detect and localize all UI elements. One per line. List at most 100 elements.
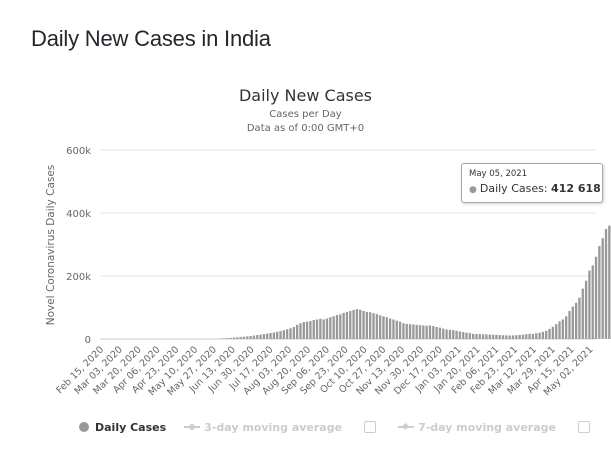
bar-daily-cases[interactable] — [405, 323, 408, 339]
bar-daily-cases[interactable] — [574, 302, 578, 339]
bar-daily-cases[interactable] — [432, 326, 435, 339]
bar-daily-cases[interactable] — [604, 229, 608, 339]
bar-daily-cases[interactable] — [458, 331, 462, 339]
bar-daily-cases[interactable] — [349, 310, 352, 339]
bar-daily-cases[interactable] — [501, 335, 505, 339]
bar-daily-cases[interactable] — [415, 324, 418, 339]
bar-daily-cases[interactable] — [598, 246, 601, 339]
bar-daily-cases[interactable] — [535, 333, 538, 339]
bar-daily-cases[interactable] — [352, 310, 355, 339]
bar-daily-cases[interactable] — [379, 315, 382, 340]
checkbox-3-day-average[interactable] — [364, 421, 377, 433]
bar-daily-cases[interactable] — [408, 324, 412, 339]
bar-daily-cases[interactable] — [392, 319, 395, 339]
bar-daily-cases[interactable] — [269, 333, 272, 339]
bar-daily-cases[interactable] — [525, 334, 528, 339]
bar-daily-cases[interactable] — [538, 332, 541, 339]
bar-daily-cases[interactable] — [508, 335, 511, 339]
bar-daily-cases[interactable] — [262, 334, 266, 339]
bar-daily-cases[interactable] — [545, 330, 548, 339]
bar-daily-cases[interactable] — [435, 327, 438, 339]
bar-daily-cases[interactable] — [495, 334, 498, 339]
bar-daily-cases[interactable] — [236, 337, 239, 339]
bar-daily-cases[interactable] — [295, 324, 299, 339]
bar-daily-cases[interactable] — [232, 337, 236, 339]
bar-daily-cases[interactable] — [339, 314, 342, 339]
bar-daily-cases[interactable] — [246, 336, 249, 339]
bar-daily-cases[interactable] — [276, 331, 279, 339]
bar-daily-cases[interactable] — [528, 333, 531, 339]
legend-item-daily-cases[interactable]: Daily Cases — [79, 421, 166, 434]
bar-daily-cases[interactable] — [472, 333, 475, 339]
bar-daily-cases[interactable] — [521, 334, 525, 339]
bar-daily-cases[interactable] — [448, 329, 452, 339]
bar-daily-cases[interactable] — [355, 309, 359, 339]
bar-daily-cases[interactable] — [292, 327, 295, 339]
bar-daily-cases[interactable] — [581, 288, 584, 339]
bar-daily-cases[interactable] — [462, 332, 465, 339]
bar-daily-cases[interactable] — [608, 225, 611, 339]
bar-daily-cases[interactable] — [428, 325, 432, 339]
bar-daily-cases[interactable] — [229, 337, 232, 339]
bar-daily-cases[interactable] — [498, 335, 501, 339]
bar-daily-cases[interactable] — [422, 325, 425, 339]
bar-daily-cases[interactable] — [305, 321, 309, 339]
bar-daily-cases[interactable] — [531, 333, 535, 339]
bar-daily-cases[interactable] — [335, 315, 339, 339]
bar-daily-cases[interactable] — [242, 336, 246, 339]
bar-daily-cases[interactable] — [412, 324, 415, 339]
bar-daily-cases[interactable] — [369, 312, 372, 339]
bar-daily-cases[interactable] — [561, 319, 564, 339]
bar-daily-cases[interactable] — [319, 318, 322, 339]
bar-daily-cases[interactable] — [289, 328, 292, 339]
bar-daily-cases[interactable] — [478, 334, 481, 339]
bar-daily-cases[interactable] — [226, 338, 229, 339]
bar-daily-cases[interactable] — [325, 318, 329, 339]
bar-daily-cases[interactable] — [385, 317, 388, 339]
bar-daily-cases[interactable] — [272, 332, 276, 339]
bar-daily-cases[interactable] — [452, 330, 455, 339]
bar-daily-cases[interactable] — [286, 329, 289, 339]
bar-daily-cases[interactable] — [518, 334, 521, 339]
bar-daily-cases[interactable] — [309, 321, 312, 339]
bar-daily-cases[interactable] — [601, 238, 604, 339]
bar-daily-cases[interactable] — [362, 310, 365, 339]
bar-daily-cases[interactable] — [256, 335, 259, 339]
bar-daily-cases[interactable] — [565, 316, 568, 339]
bar-daily-cases[interactable] — [329, 317, 332, 339]
bar-daily-cases[interactable] — [475, 333, 478, 339]
bar-daily-cases[interactable] — [591, 265, 594, 339]
bar-daily-cases[interactable] — [541, 331, 545, 339]
bar-daily-cases[interactable] — [372, 313, 375, 339]
bar-daily-cases[interactable] — [548, 328, 551, 339]
bar-daily-cases[interactable] — [402, 323, 405, 339]
checkbox-7-day-average[interactable] — [578, 421, 590, 433]
bar-daily-cases[interactable] — [312, 320, 315, 339]
bar-daily-cases[interactable] — [445, 329, 448, 339]
bar-daily-cases[interactable] — [375, 314, 378, 339]
bar-daily-cases[interactable] — [322, 319, 325, 339]
bar-daily-cases[interactable] — [365, 311, 369, 339]
bar-daily-cases[interactable] — [455, 330, 458, 339]
bar-daily-cases[interactable] — [555, 324, 558, 339]
bar-daily-cases[interactable] — [388, 318, 392, 339]
bar-daily-cases[interactable] — [481, 334, 485, 339]
bar-daily-cases[interactable] — [302, 321, 305, 339]
bar-daily-cases[interactable] — [279, 331, 282, 340]
bar-daily-cases[interactable] — [282, 330, 285, 339]
bar-daily-cases[interactable] — [359, 309, 362, 339]
bar-daily-cases[interactable] — [505, 335, 508, 339]
bar-daily-cases[interactable] — [395, 320, 398, 339]
bar-daily-cases[interactable] — [551, 326, 555, 339]
bar-daily-cases[interactable] — [468, 333, 471, 339]
bar-daily-cases[interactable] — [398, 321, 402, 339]
bar-daily-cases[interactable] — [558, 321, 561, 339]
bar-daily-cases[interactable] — [442, 328, 445, 339]
bar-daily-cases[interactable] — [332, 316, 335, 339]
bar-daily-cases[interactable] — [259, 334, 262, 339]
bar-daily-cases[interactable] — [491, 334, 495, 339]
bar-daily-cases[interactable] — [222, 338, 226, 339]
bar-daily-cases[interactable] — [345, 311, 349, 339]
bar-daily-cases[interactable] — [571, 306, 574, 339]
bar-daily-cases[interactable] — [425, 325, 428, 339]
